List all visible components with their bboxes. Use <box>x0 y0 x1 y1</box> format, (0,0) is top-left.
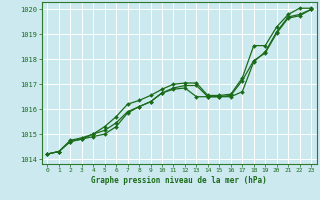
X-axis label: Graphe pression niveau de la mer (hPa): Graphe pression niveau de la mer (hPa) <box>91 176 267 185</box>
